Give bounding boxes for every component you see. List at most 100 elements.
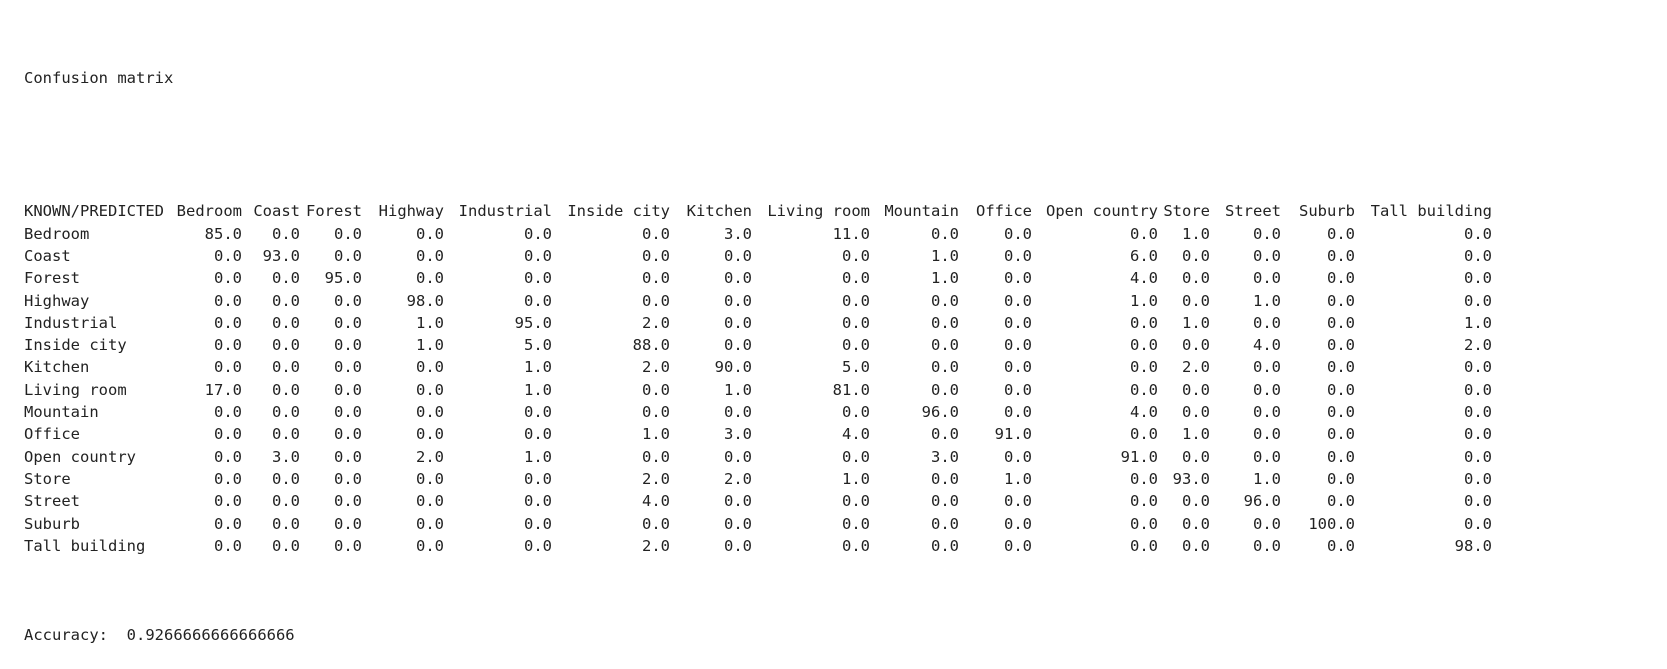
matrix-cell: 2.0 xyxy=(642,358,670,377)
matrix-cell: 0.0 xyxy=(272,403,300,422)
matrix-cell: 81.0 xyxy=(832,380,870,399)
matrix-cell: 0.0 xyxy=(272,514,300,533)
matrix-cell: 3.0 xyxy=(931,447,959,466)
matrix-cell: 0.0 xyxy=(272,425,300,444)
matrix-cell: 0.0 xyxy=(1253,224,1281,243)
matrix-cell: 0.0 xyxy=(1327,269,1355,288)
matrix-cell: 0.0 xyxy=(1464,403,1492,422)
matrix-cell: 0.0 xyxy=(524,224,552,243)
matrix-cell: 0.0 xyxy=(1327,291,1355,310)
table-row: Coast 0.0 93.0 0.0 0.0 0.0 0.0 0.0 0.0 1.0 0.0 6.0 0… xyxy=(24,245,1492,267)
accuracy-value: 0.9266666666666666 xyxy=(126,626,295,645)
matrix-cell: 0.0 xyxy=(724,291,752,310)
matrix-cell: 0.0 xyxy=(1327,224,1355,243)
column-header: Office xyxy=(976,202,1032,221)
matrix-cell: 0.0 xyxy=(1464,380,1492,399)
matrix-cell: 0.0 xyxy=(842,291,870,310)
matrix-cell: 0.0 xyxy=(1182,403,1210,422)
row-label: Inside city xyxy=(24,336,127,355)
matrix-cell: 0.0 xyxy=(1182,269,1210,288)
matrix-cell: 0.0 xyxy=(642,403,670,422)
matrix-cell: 0.0 xyxy=(1464,469,1492,488)
matrix-cell: 0.0 xyxy=(416,224,444,243)
matrix-cell: 0.0 xyxy=(334,425,362,444)
matrix-cell: 0.0 xyxy=(724,403,752,422)
matrix-cell: 0.0 xyxy=(1004,380,1032,399)
matrix-cell: 0.0 xyxy=(724,447,752,466)
matrix-cell: 0.0 xyxy=(1130,336,1158,355)
matrix-cell: 93.0 xyxy=(1172,469,1210,488)
row-label: Open country xyxy=(24,447,136,466)
matrix-cell: 0.0 xyxy=(1327,336,1355,355)
matrix-cell: 0.0 xyxy=(214,313,242,332)
matrix-cell: 0.0 xyxy=(642,269,670,288)
matrix-cell: 0.0 xyxy=(1130,224,1158,243)
matrix-cell: 0.0 xyxy=(214,269,242,288)
notebook-output: Confusion matrix KNOWN/PREDICTED Bedroom… xyxy=(24,22,1492,669)
matrix-cell: 0.0 xyxy=(1327,492,1355,511)
matrix-cell: 0.0 xyxy=(931,313,959,332)
matrix-cell: 0.0 xyxy=(214,246,242,265)
table-row: Open country 0.0 3.0 0.0 2.0 1.0 0.0 0.0 0.0 3.0 0… xyxy=(24,446,1492,468)
matrix-cell: 0.0 xyxy=(1182,291,1210,310)
matrix-cell: 1.0 xyxy=(931,269,959,288)
matrix-cell: 0.0 xyxy=(842,514,870,533)
matrix-cell: 0.0 xyxy=(842,336,870,355)
column-header: Forest xyxy=(306,202,362,221)
matrix-cell: 0.0 xyxy=(724,336,752,355)
column-header: Kitchen xyxy=(686,202,752,221)
matrix-cell: 0.0 xyxy=(1130,380,1158,399)
matrix-cell: 0.0 xyxy=(1464,492,1492,511)
matrix-cell: 0.0 xyxy=(724,246,752,265)
matrix-cell: 0.0 xyxy=(1327,380,1355,399)
matrix-cell: 1.0 xyxy=(416,336,444,355)
matrix-cell: 0.0 xyxy=(524,514,552,533)
matrix-cell: 0.0 xyxy=(524,492,552,511)
matrix-cell: 1.0 xyxy=(1464,313,1492,332)
row-label: Living room xyxy=(24,380,127,399)
table-row: Mountain 0.0 0.0 0.0 0.0 0.0 0.0 0.0 0.0 96.0 0.0 4… xyxy=(24,401,1492,423)
matrix-cell: 0.0 xyxy=(1253,403,1281,422)
row-label: Store xyxy=(24,469,71,488)
table-row: Living room 17.0 0.0 0.0 0.0 1.0 0.0 1.0 81.0 0.0… xyxy=(24,379,1492,401)
output-title: Confusion matrix xyxy=(24,68,174,87)
matrix-cell: 0.0 xyxy=(931,469,959,488)
matrix-cell: 0.0 xyxy=(272,492,300,511)
matrix-cell: 0.0 xyxy=(1004,492,1032,511)
matrix-cell: 3.0 xyxy=(724,224,752,243)
matrix-cell: 0.0 xyxy=(524,403,552,422)
matrix-cell: 91.0 xyxy=(994,425,1032,444)
matrix-cell: 0.0 xyxy=(1464,447,1492,466)
matrix-cell: 0.0 xyxy=(1327,469,1355,488)
matrix-cell: 0.0 xyxy=(416,246,444,265)
matrix-cell: 0.0 xyxy=(842,536,870,555)
matrix-cell: 0.0 xyxy=(1130,425,1158,444)
column-header: Highway xyxy=(378,202,444,221)
matrix-cell: 0.0 xyxy=(1464,224,1492,243)
matrix-cell: 0.0 xyxy=(1130,492,1158,511)
table-row: Inside city 0.0 0.0 0.0 1.0 5.0 88.0 0.0 0.0 0.0 0… xyxy=(24,334,1492,356)
matrix-cell: 0.0 xyxy=(642,224,670,243)
matrix-cell: 0.0 xyxy=(416,514,444,533)
matrix-cell: 4.0 xyxy=(842,425,870,444)
matrix-cell: 0.0 xyxy=(1253,425,1281,444)
matrix-cell: 96.0 xyxy=(1243,492,1281,511)
matrix-cell: 1.0 xyxy=(1130,291,1158,310)
row-label: Highway xyxy=(24,291,90,310)
table-row: Industrial 0.0 0.0 0.0 1.0 95.0 2.0 0.0 0.0 0.0 0.… xyxy=(24,312,1492,334)
matrix-cell: 4.0 xyxy=(642,492,670,511)
matrix-cell: 0.0 xyxy=(416,469,444,488)
matrix-cell: 96.0 xyxy=(921,403,959,422)
matrix-cell: 0.0 xyxy=(1130,313,1158,332)
matrix-cell: 0.0 xyxy=(1253,380,1281,399)
matrix-cell: 0.0 xyxy=(1004,313,1032,332)
column-header: Suburb xyxy=(1299,202,1355,221)
matrix-cell: 0.0 xyxy=(931,425,959,444)
matrix-cell: 0.0 xyxy=(1004,224,1032,243)
matrix-cell: 0.0 xyxy=(272,291,300,310)
matrix-cell: 1.0 xyxy=(1253,291,1281,310)
row-label: Suburb xyxy=(24,514,80,533)
matrix-cell: 0.0 xyxy=(334,380,362,399)
matrix-cell: 0.0 xyxy=(1253,447,1281,466)
matrix-cell: 0.0 xyxy=(1182,492,1210,511)
